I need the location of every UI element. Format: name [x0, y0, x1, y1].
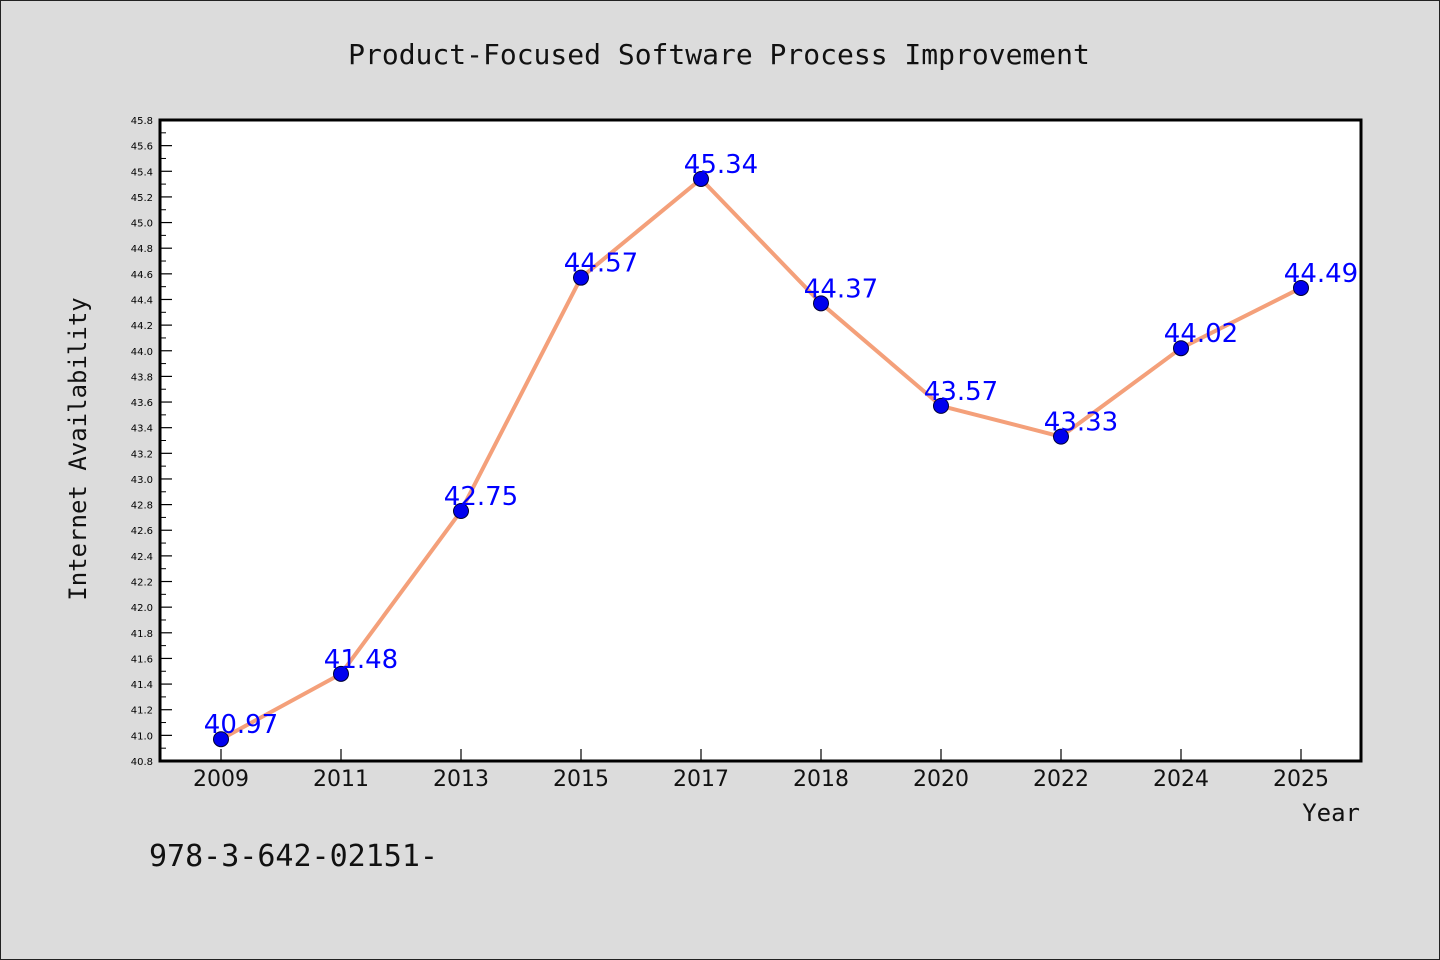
marker-group: [213, 170, 1309, 748]
series-line-group: [219, 176, 1303, 742]
x-tick-label: 2009: [193, 767, 249, 792]
x-tick-label: 2018: [793, 767, 849, 792]
y-tick-label: 44.2: [131, 321, 153, 332]
y-tick-label: 43.0: [131, 475, 153, 486]
y-tick-label: 43.6: [131, 398, 153, 409]
data-point: [1053, 428, 1069, 445]
y-tick-label: 42.4: [131, 552, 153, 563]
chart-title: Product-Focused Software Process Improve…: [348, 38, 1090, 71]
y-tick-label: 42.2: [131, 578, 153, 589]
y-tick-label: 44.4: [131, 295, 153, 306]
y-tick-label: 45.6: [131, 142, 153, 153]
x-tick-label: 2013: [433, 767, 489, 792]
y-tick-label: 45.8: [131, 116, 153, 127]
x-tick-label: 2025: [1273, 767, 1329, 792]
data-label-group: 40.97 41.48 42.75 44.57 45.34 44.37 43.57 43.33…: [204, 150, 1358, 740]
x-axis: 2009 2011 2013 2015 2017 2018 2020 2022 2024 2025: [193, 749, 1329, 792]
y-tick-label: 41.4: [131, 680, 153, 691]
data-point: [1173, 340, 1189, 357]
x-tick-label: 2011: [313, 767, 369, 792]
footer-text: 978-3-642-02151-: [149, 839, 438, 874]
data-label: 44.57: [564, 249, 638, 279]
x-tick-label: 2024: [1153, 767, 1209, 792]
y-tick-label: 44.8: [131, 244, 153, 255]
x-tick-label: 2017: [673, 767, 729, 792]
data-label: 40.97: [204, 710, 278, 740]
data-label: 41.48: [324, 645, 398, 675]
y-axis: 40.8 41.0 41.2 41.4 41.6 41.8 42.0 42.2 42.4 42.6…: [131, 116, 172, 768]
data-point: [213, 731, 229, 748]
y-tick-label: 40.8: [131, 757, 153, 768]
y-tick-label: 42.6: [131, 526, 153, 537]
y-tick-label: 41.6: [131, 654, 153, 665]
plot-area: [158, 118, 1363, 763]
data-label: 44.02: [1164, 319, 1238, 349]
data-point: [1293, 279, 1309, 296]
x-axis-label: Year: [1302, 799, 1360, 827]
data-point: [573, 269, 589, 286]
y-tick-label: 43.8: [131, 372, 153, 383]
y-tick-label: 41.8: [131, 629, 153, 640]
y-tick-label: 45.0: [131, 219, 153, 230]
data-point: [813, 295, 829, 312]
data-point: [933, 397, 949, 414]
y-tick-label: 42.8: [131, 501, 153, 512]
y-tick-label: 41.0: [131, 731, 153, 742]
y-tick-label: 42.0: [131, 603, 153, 614]
y-tick-label: 43.4: [131, 424, 153, 435]
data-point: [453, 503, 469, 520]
y-tick-label: 44.0: [131, 347, 153, 358]
x-tick-label: 2020: [913, 767, 969, 792]
data-label: 42.75: [444, 482, 518, 512]
x-tick-label: 2015: [553, 767, 609, 792]
data-label: 44.49: [1284, 259, 1358, 289]
y-axis-label: Internet Availability: [64, 297, 92, 600]
data-label: 43.57: [924, 377, 998, 407]
series-line: [219, 176, 1303, 742]
y-tick-label: 44.6: [131, 270, 153, 281]
x-tick-label: 2022: [1033, 767, 1089, 792]
y-tick-label: 45.2: [131, 193, 153, 204]
data-point: [333, 665, 349, 682]
data-label: 43.33: [1044, 408, 1118, 438]
data-point: [693, 170, 709, 187]
data-label: 44.37: [804, 274, 878, 304]
data-label: 45.34: [684, 150, 758, 180]
y-tick-label: 45.4: [131, 167, 153, 178]
y-tick-label: 41.2: [131, 706, 153, 717]
y-tick-label: 43.2: [131, 449, 153, 460]
